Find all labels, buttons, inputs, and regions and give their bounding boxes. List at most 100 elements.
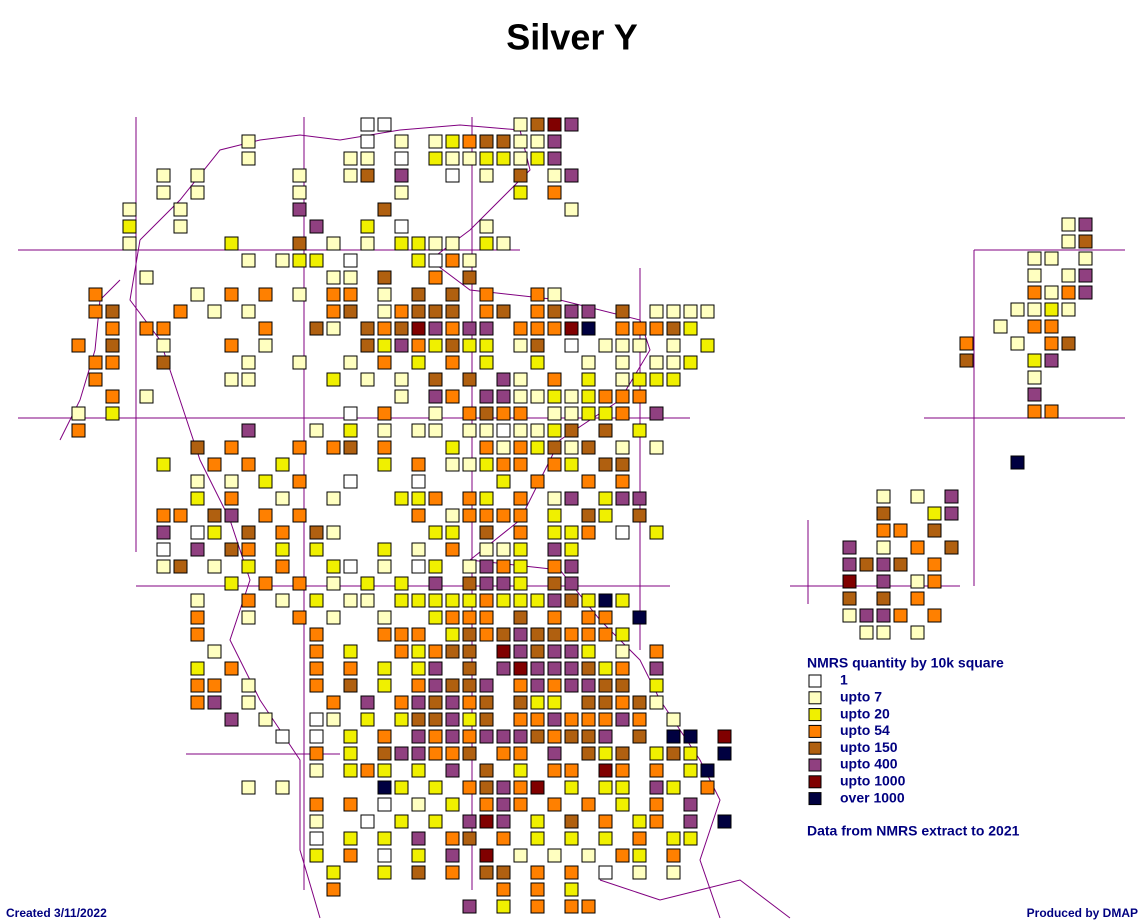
record-square [564,117,579,132]
record-square [479,219,494,234]
record-square [88,372,103,387]
record-square [309,627,324,642]
record-square [564,593,579,608]
record-square [513,338,528,353]
record-square [156,508,171,523]
record-square [428,406,443,421]
record-square [445,287,460,302]
record-square [326,882,341,897]
record-square [598,457,613,472]
record-square [530,814,545,829]
record-square [292,202,307,217]
record-square [564,423,579,438]
record-square [496,134,511,149]
record-square [309,831,324,846]
record-square [343,831,358,846]
record-square [615,406,630,421]
record-square [190,168,205,183]
legend-swatch [808,758,822,772]
record-square [462,729,477,744]
record-square [343,270,358,285]
record-square [700,763,715,778]
record-square [462,593,477,608]
record-square [105,321,120,336]
record-square [309,712,324,727]
record-square [496,474,511,489]
record-square [959,353,974,368]
record-square [224,661,239,676]
record-square [876,557,891,572]
record-square [207,525,222,540]
record-square [479,168,494,183]
record-square [394,338,409,353]
record-square [428,780,443,795]
record-square [1044,251,1059,266]
record-square [598,406,613,421]
record-square [190,474,205,489]
record-square [530,627,545,642]
record-square [326,712,341,727]
record-square [547,746,562,761]
record-square [598,712,613,727]
record-square [190,185,205,200]
record-square [927,574,942,589]
record-square [547,372,562,387]
record-square [683,797,698,812]
record-square [547,525,562,540]
record-square [292,236,307,251]
record-square [564,168,579,183]
record-square [326,610,341,625]
record-square [479,287,494,302]
record-square [428,644,443,659]
record-square [462,661,477,676]
record-square [530,423,545,438]
record-square [666,780,681,795]
record-square [258,712,273,727]
record-square [173,559,188,574]
record-square [105,338,120,353]
record-square [462,712,477,727]
record-square [530,389,545,404]
record-square [547,321,562,336]
record-square [343,423,358,438]
record-square [462,644,477,659]
record-square [1061,268,1076,283]
record-square [377,865,392,880]
record-square [309,219,324,234]
record-square [428,134,443,149]
record-square [394,185,409,200]
record-square [717,729,732,744]
record-square [479,525,494,540]
record-square [445,304,460,319]
record-square [632,712,647,727]
record-square [394,389,409,404]
record-square [666,712,681,727]
record-square [224,236,239,251]
record-square [292,185,307,200]
record-square [445,151,460,166]
record-square [479,610,494,625]
record-square [1061,336,1076,351]
record-square [105,304,120,319]
record-square [959,336,974,351]
record-square [479,423,494,438]
record-square [513,644,528,659]
record-square [530,321,545,336]
record-square [479,338,494,353]
record-square [649,695,664,710]
record-square [615,746,630,761]
record-square [615,338,630,353]
record-square [496,542,511,557]
record-square [564,865,579,880]
record-square [394,576,409,591]
record-square [581,440,596,455]
record-square [445,440,460,455]
record-square [156,338,171,353]
record-square [683,814,698,829]
record-square [615,491,630,506]
record-square [394,372,409,387]
record-square [343,253,358,268]
record-square [479,695,494,710]
record-square [649,304,664,319]
record-square [411,746,426,761]
